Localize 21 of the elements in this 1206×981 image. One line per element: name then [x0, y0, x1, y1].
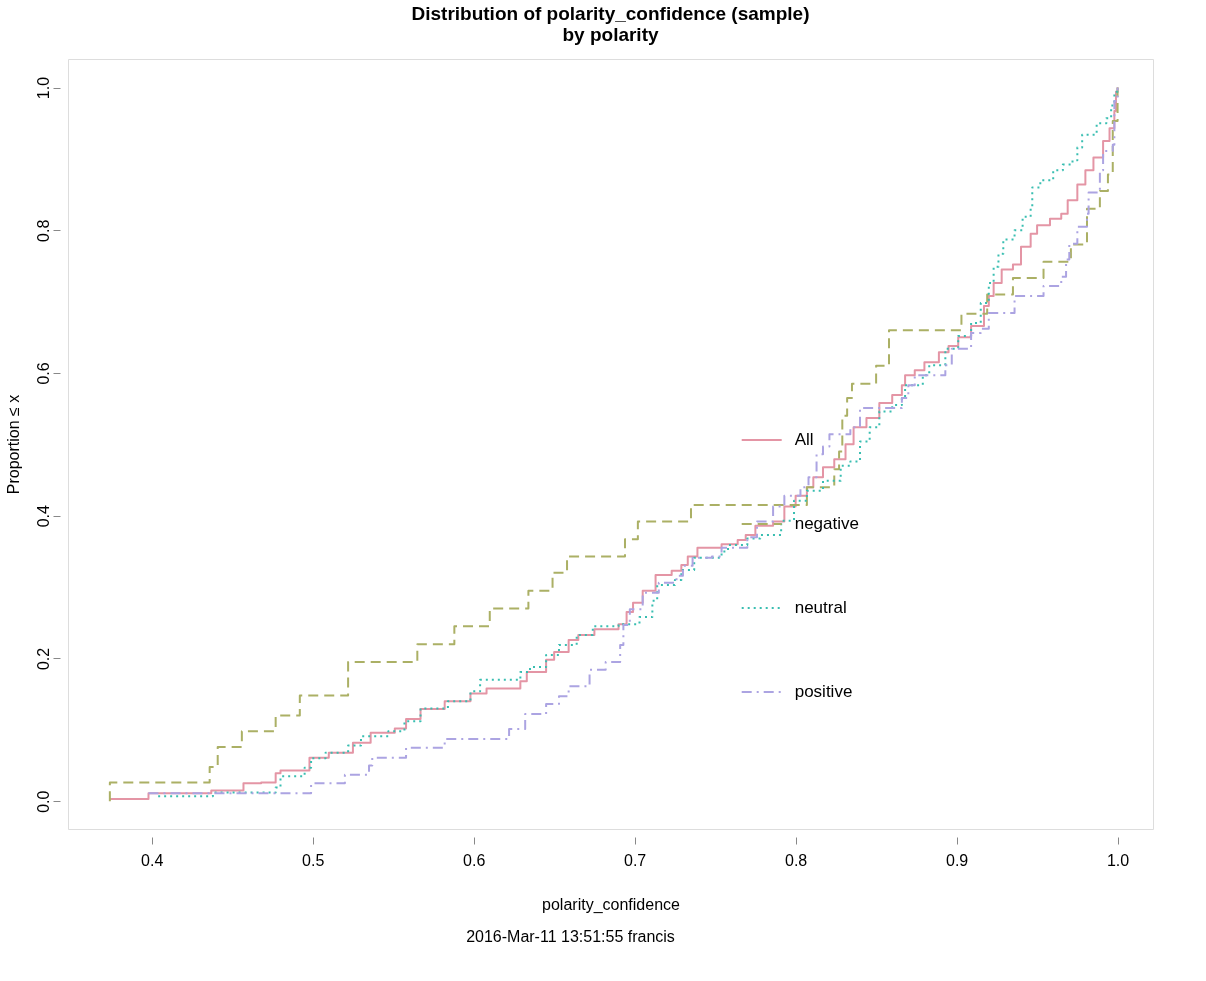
legend-label: positive	[794, 682, 853, 701]
x-tick-label: 1.0	[1106, 851, 1130, 869]
chart-title: Distribution of polarity_confidence (sample) by polarity	[411, 3, 810, 45]
y-axis-title: Proportion ≤ x	[4, 394, 22, 495]
y-tick-label: 0.2	[34, 647, 52, 671]
legend-label: negative	[794, 514, 859, 533]
y-tick-label: 0.8	[34, 219, 52, 242]
x-tick-label: 0.5	[302, 851, 325, 869]
text: 2016-Mar-11 13:51:55 francis	[466, 928, 675, 945]
x-axis-title: polarity_confidence	[542, 895, 681, 914]
x-tick-label: 0.8	[785, 851, 808, 869]
x-tick-label: 0.6	[463, 851, 486, 869]
legend-label: All	[794, 430, 814, 449]
y-tick-label: 0.0	[34, 790, 52, 813]
y-tick-label: 1.0	[34, 76, 52, 100]
x-tick-label: 0.9	[945, 851, 969, 869]
x-tick-label: 0.7	[624, 851, 647, 869]
x-tick-label: 0.4	[141, 851, 164, 869]
y-tick-label: 0.6	[34, 362, 52, 385]
legend-label: neutral	[794, 598, 847, 617]
y-tick-label: 0.4	[34, 505, 52, 528]
